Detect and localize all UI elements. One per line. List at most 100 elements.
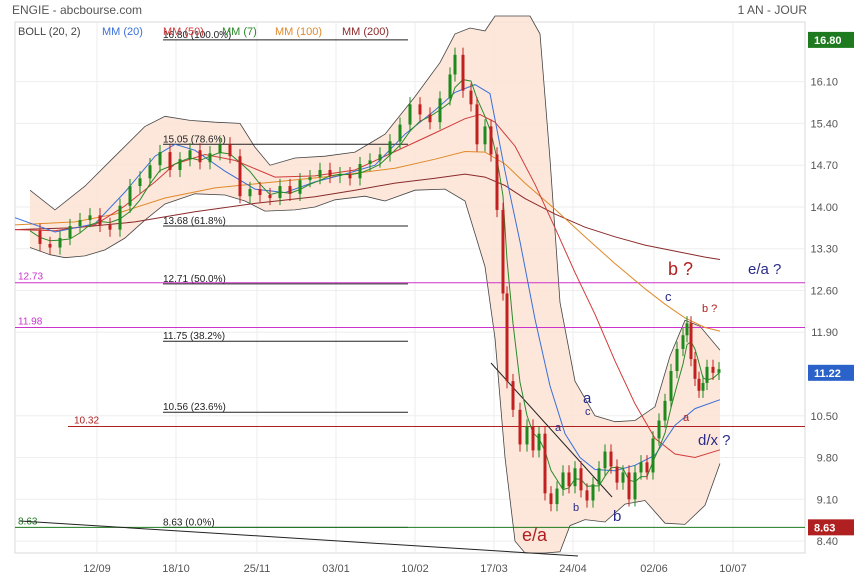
candle-body: [168, 152, 172, 170]
candle-body: [685, 323, 689, 336]
candle-body: [258, 189, 262, 196]
x-tick-label: 10/02: [401, 563, 429, 575]
fib-level-label: 8.63 (0.0%): [163, 517, 215, 528]
reference-line-label: 10.32: [74, 416, 99, 427]
candle-body: [573, 468, 577, 487]
fib-level-label: 15.05 (78.6%): [163, 134, 226, 145]
candle-body: [475, 104, 479, 145]
wave-annotation: e/a: [522, 525, 548, 545]
candle-body: [501, 209, 505, 294]
candle-body: [489, 126, 493, 155]
wave-annotation: c: [585, 406, 591, 418]
x-tick-label: 25/11: [244, 563, 271, 575]
candle-body: [348, 174, 352, 179]
candle-body: [428, 114, 432, 123]
candle-body: [108, 224, 112, 230]
price-badge-label: 8.63: [814, 522, 835, 534]
candle-body: [448, 74, 452, 99]
candle-body: [453, 54, 457, 75]
moving-average-100: [14, 150, 721, 332]
candle-body: [639, 462, 643, 473]
candle-body: [518, 409, 522, 445]
wave-annotation: e/a ?: [748, 261, 781, 278]
candle-body: [208, 153, 212, 163]
legend-entry: MM (200): [342, 26, 389, 38]
candle-body: [88, 215, 92, 221]
x-tick-label: 02/06: [640, 563, 668, 575]
price-badge: [808, 31, 854, 48]
wave-annotation: a: [683, 412, 690, 424]
candle-body: [627, 472, 631, 500]
candle-body: [585, 490, 589, 501]
candle-body: [597, 468, 601, 485]
candle-body: [711, 366, 715, 373]
y-tick-label: 12.60: [810, 285, 838, 297]
candle-body: [228, 144, 232, 157]
candle-body: [511, 381, 515, 410]
candle-body: [58, 237, 62, 248]
x-tick-label: 24/04: [559, 563, 587, 575]
fib-level-label: 13.68 (61.8%): [163, 216, 226, 227]
candle-body: [689, 323, 693, 360]
price-badge-label: 11.22: [814, 368, 841, 380]
candle-body: [663, 400, 667, 421]
candle-body: [681, 335, 685, 349]
candle-body: [148, 165, 152, 179]
fib-level-label: 16.80 (100.0%): [163, 30, 231, 41]
candle-body: [693, 359, 697, 379]
candle-body: [621, 472, 625, 483]
reference-line-label: 11.98: [18, 316, 43, 327]
bollinger-upper-line: [29, 15, 721, 423]
candle-body: [98, 215, 102, 225]
candle-body: [388, 141, 392, 155]
moving-average-20: [14, 84, 721, 472]
candle-body: [338, 174, 342, 176]
candle-body: [308, 177, 312, 181]
candle-body: [438, 98, 442, 123]
candle-body: [579, 468, 583, 491]
x-tick-label: 12/09: [83, 563, 111, 575]
candle-body: [188, 150, 192, 160]
wave-annotation: b: [573, 502, 579, 514]
candle-body: [567, 472, 571, 487]
candle-body: [48, 243, 52, 248]
y-tick-label: 10.50: [810, 411, 838, 423]
candle-body: [705, 366, 709, 383]
candle-body: [128, 186, 132, 206]
candle-body: [298, 180, 302, 194]
candle-body: [278, 186, 282, 199]
x-tick-label: 10/07: [719, 563, 747, 575]
candle-body: [78, 220, 82, 227]
price-badge-label: 16.80: [814, 35, 842, 47]
candle-body: [218, 144, 222, 154]
candle-body: [633, 472, 637, 500]
candle-body: [198, 150, 202, 163]
candle-body: [505, 293, 509, 382]
bollinger-band-fill: [30, 16, 720, 553]
chart-title: ENGIE - abcbourse.com: [12, 3, 143, 17]
candle-body: [68, 226, 72, 238]
candle-body: [238, 156, 242, 197]
price-badge: [808, 364, 854, 381]
y-tick-label: 14.00: [810, 202, 838, 214]
candle-body: [669, 371, 673, 401]
candle-body: [38, 230, 42, 244]
fib-level-label: 11.75 (38.2%): [163, 331, 225, 342]
candle-body: [603, 451, 607, 469]
candle-body: [645, 462, 649, 473]
candle-body: [461, 54, 465, 91]
candle-body: [248, 189, 252, 197]
candle-body: [118, 205, 122, 230]
fib-level-label: 10.56 (23.6%): [163, 402, 226, 413]
moving-average-200: [14, 173, 721, 260]
wave-annotation: c: [665, 289, 672, 304]
candle-body: [615, 466, 619, 483]
candle-body: [717, 369, 721, 373]
chart-header: ENGIE - abcbourse.com 1 AN - JOUR: [0, 0, 855, 18]
candle-body: [158, 152, 162, 166]
y-tick-label: 15.40: [810, 118, 838, 130]
candle-body: [549, 493, 553, 505]
period-selector[interactable]: 1 AN - JOUR: [737, 3, 807, 17]
candle-body: [591, 484, 595, 501]
